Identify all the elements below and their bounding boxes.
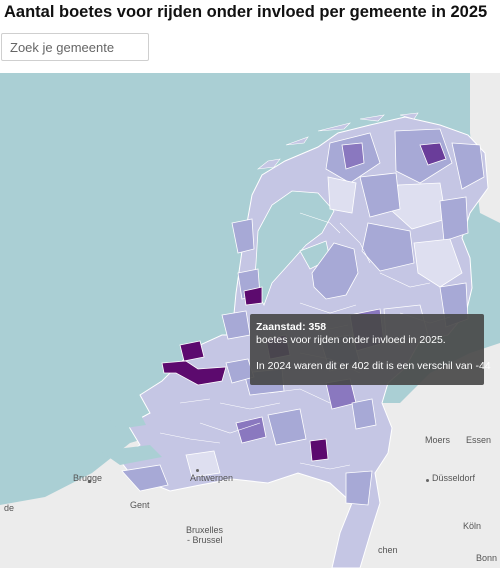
island-vlieland — [285, 136, 309, 146]
place-label-brussel: - Brussel — [187, 535, 223, 545]
region-drenthe-b — [359, 172, 401, 218]
region-groningen-a — [394, 128, 453, 184]
region-noord-holland-a — [231, 218, 255, 254]
region-overijssel-a — [361, 222, 415, 272]
place-label-bruxelles: Bruxelles — [186, 525, 224, 535]
tooltip-line2: In 2024 waren dit er 402 dit is een vers… — [256, 360, 491, 372]
region-leeuwarden — [341, 142, 365, 170]
place-label-koln: Köln — [463, 521, 482, 531]
region-den-haag — [179, 340, 205, 362]
region-oldambt — [451, 142, 485, 190]
choropleth-map[interactable]: Brugge Gent Antwerpen Bruxelles - Brusse… — [0, 73, 500, 568]
region-tilburg — [267, 408, 307, 446]
zeeland-water-1 — [108, 413, 146, 429]
antwerpen-dot — [196, 469, 199, 472]
place-label-aachen: chen — [378, 545, 398, 555]
region-zaanstad[interactable] — [243, 286, 263, 306]
zeeland-water-2 — [100, 445, 162, 465]
region-brabant-west — [185, 450, 221, 478]
tooltip-line1: boetes voor rijden onder invloed in 2025… — [256, 334, 446, 346]
island-texel — [256, 158, 281, 170]
dusseldorf-dot — [426, 479, 429, 482]
place-label-gent: Gent — [130, 500, 150, 510]
region-emmen — [439, 196, 469, 242]
flevoland — [311, 242, 359, 300]
tooltip-value: 358 — [308, 321, 327, 333]
region-groningen-city — [419, 142, 447, 166]
place-label-bonn: Bonn — [476, 553, 498, 563]
place-label-brugge: Brugge — [73, 473, 103, 483]
search-input[interactable] — [1, 33, 149, 61]
island-terschelling — [317, 122, 351, 132]
region-friesland-b — [327, 176, 357, 214]
region-overijssel-b — [413, 238, 463, 288]
place-label-moers: Moers — [425, 435, 451, 445]
tooltip-heading: Zaanstad: 358 — [256, 321, 327, 333]
place-label-essen: Essen — [466, 435, 492, 445]
region-venlo — [351, 398, 377, 430]
brugge-dot — [88, 480, 91, 483]
municipality-tooltip: Zaanstad: 358 boetes voor rijden onder i… — [250, 314, 491, 385]
place-label-antwerpen: Antwerpen — [190, 473, 234, 483]
page-title: Aantal boetes voor rijden onder invloed … — [4, 3, 488, 21]
island-ameland — [359, 114, 385, 122]
region-zeeuws-vlaanderen — [121, 464, 169, 492]
region-rotterdam — [161, 360, 227, 386]
tooltip-municipality: Zaanstad — [256, 321, 303, 333]
place-label-oostende: de — [4, 503, 15, 513]
region-helmond — [309, 438, 329, 462]
island-schiermonnikoog — [399, 112, 419, 120]
region-limburg — [345, 470, 373, 506]
place-label-dusseldorf: Düsseldorf — [432, 473, 476, 483]
